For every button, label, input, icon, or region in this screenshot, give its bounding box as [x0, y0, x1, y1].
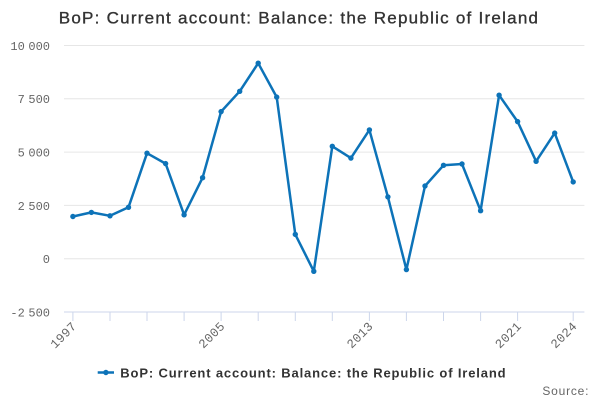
svg-text:BoP: Current account: Balance:: BoP: Current account: Balance: the Repub…: [120, 365, 506, 380]
svg-text:0: 0: [43, 253, 50, 267]
svg-text:BoP: Current account: Balance:: BoP: Current account: Balance: the Repub…: [59, 9, 539, 28]
svg-text:Source:: Source:: [542, 384, 589, 398]
